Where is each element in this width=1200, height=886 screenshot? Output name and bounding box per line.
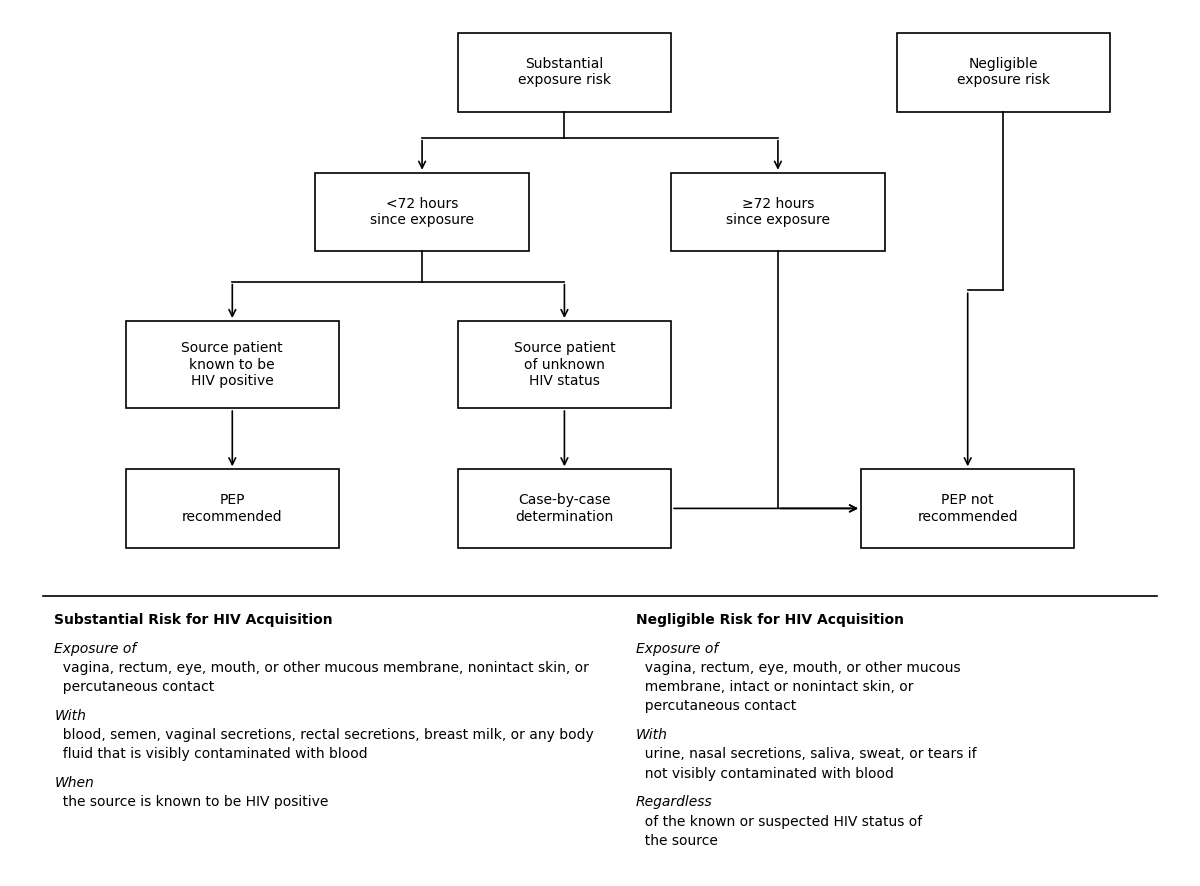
FancyBboxPatch shape (316, 173, 529, 251)
Text: PEP
recommended: PEP recommended (182, 494, 283, 524)
Text: blood, semen, vaginal secretions, rectal secretions, breast milk, or any body: blood, semen, vaginal secretions, rectal… (54, 728, 594, 742)
FancyBboxPatch shape (896, 33, 1110, 112)
Text: Substantial Risk for HIV Acquisition: Substantial Risk for HIV Acquisition (54, 613, 334, 627)
Text: <72 hours
since exposure: <72 hours since exposure (370, 197, 474, 227)
FancyBboxPatch shape (457, 470, 671, 548)
FancyBboxPatch shape (457, 33, 671, 112)
Text: PEP not
recommended: PEP not recommended (917, 494, 1018, 524)
Text: not visibly contaminated with blood: not visibly contaminated with blood (636, 766, 894, 781)
FancyBboxPatch shape (671, 173, 884, 251)
Text: ≥72 hours
since exposure: ≥72 hours since exposure (726, 197, 830, 227)
Text: percutaneous contact: percutaneous contact (636, 699, 796, 713)
Text: Case-by-case
determination: Case-by-case determination (515, 494, 613, 524)
Text: Substantial
exposure risk: Substantial exposure risk (518, 58, 611, 88)
Text: When: When (54, 776, 94, 790)
Text: vagina, rectum, eye, mouth, or other mucous membrane, nonintact skin, or: vagina, rectum, eye, mouth, or other muc… (54, 661, 589, 675)
Text: Exposure of: Exposure of (54, 641, 137, 656)
Text: Negligible
exposure risk: Negligible exposure risk (956, 58, 1050, 88)
Text: urine, nasal secretions, saliva, sweat, or tears if: urine, nasal secretions, saliva, sweat, … (636, 748, 977, 761)
Text: the source is known to be HIV positive: the source is known to be HIV positive (54, 796, 329, 809)
Text: Exposure of: Exposure of (636, 641, 718, 656)
Text: Source patient
known to be
HIV positive: Source patient known to be HIV positive (181, 341, 283, 388)
FancyBboxPatch shape (126, 470, 340, 548)
Text: Regardless: Regardless (636, 796, 713, 809)
Text: Source patient
of unknown
HIV status: Source patient of unknown HIV status (514, 341, 616, 388)
Text: of the known or suspected HIV status of: of the known or suspected HIV status of (636, 814, 922, 828)
FancyBboxPatch shape (457, 321, 671, 408)
Text: fluid that is visibly contaminated with blood: fluid that is visibly contaminated with … (54, 748, 368, 761)
Text: With: With (54, 709, 86, 723)
Text: percutaneous contact: percutaneous contact (54, 680, 215, 695)
Text: vagina, rectum, eye, mouth, or other mucous: vagina, rectum, eye, mouth, or other muc… (636, 661, 960, 675)
FancyBboxPatch shape (126, 321, 340, 408)
FancyBboxPatch shape (860, 470, 1074, 548)
Text: Negligible Risk for HIV Acquisition: Negligible Risk for HIV Acquisition (636, 613, 904, 627)
Text: With: With (636, 728, 667, 742)
Text: membrane, intact or nonintact skin, or: membrane, intact or nonintact skin, or (636, 680, 913, 695)
Text: the source: the source (636, 834, 718, 848)
